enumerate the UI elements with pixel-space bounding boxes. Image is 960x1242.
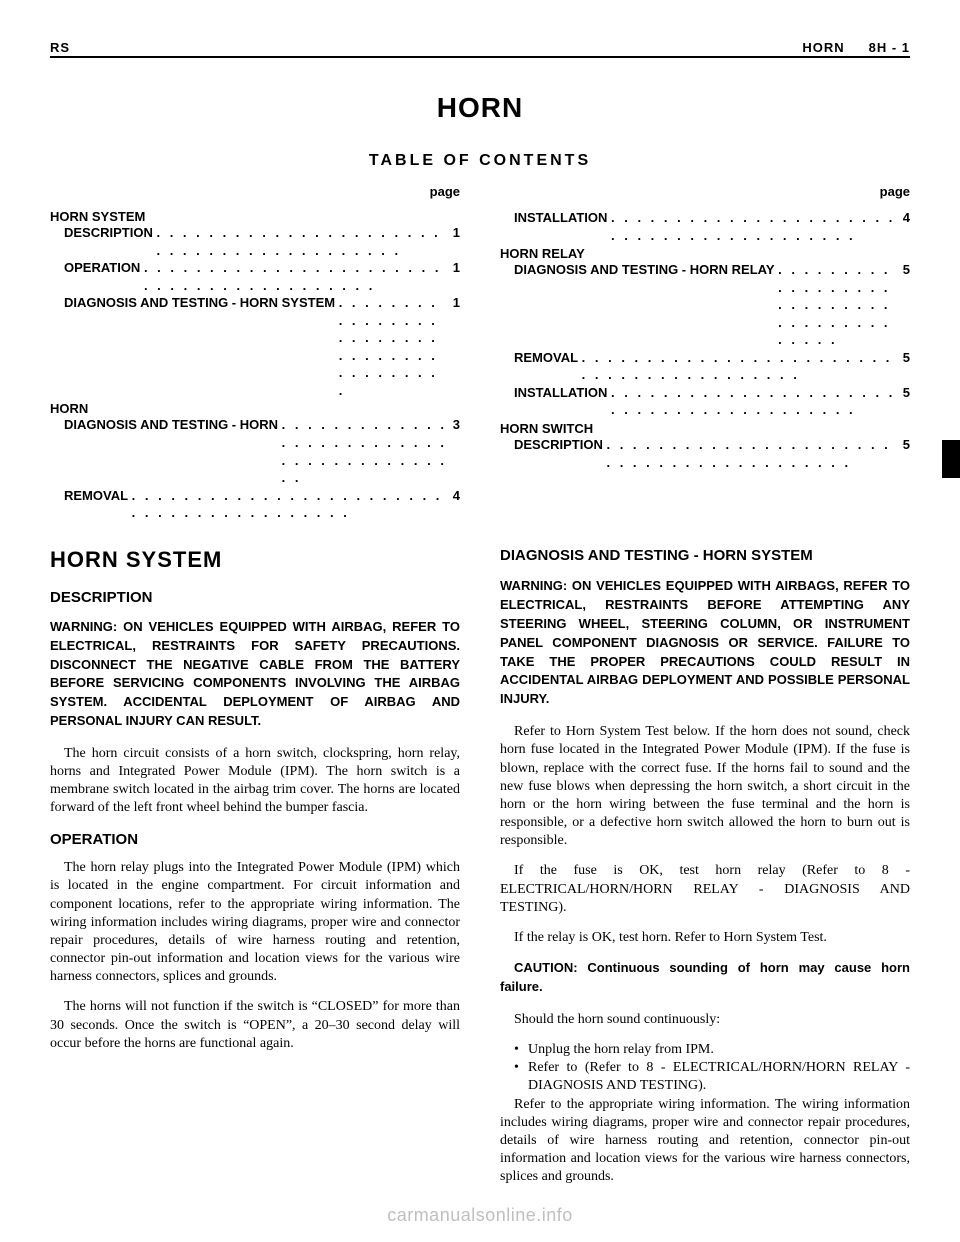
toc-item-page: 5	[901, 436, 910, 471]
toc-item-label: REMOVAL	[64, 487, 132, 522]
bullet-item: Unplug the horn relay from IPM.	[500, 1041, 910, 1059]
toc-page-label: page	[500, 184, 910, 199]
warning-text: WARNING: ON VEHICLES EQUIPPED WITH AIRBA…	[500, 577, 910, 709]
toc-item: DIAGNOSIS AND TESTING - HORN SYSTEM 1	[64, 294, 460, 399]
toc-item-label: DESCRIPTION	[64, 224, 156, 259]
toc-item-label: INSTALLATION	[514, 209, 611, 244]
body-paragraph: Refer to the appropriate wiring informat…	[500, 1096, 910, 1187]
toc-item: DESCRIPTION 1	[64, 224, 460, 259]
toc-dots	[339, 294, 451, 399]
subsection-heading: DIAGNOSIS AND TESTING - HORN SYSTEM	[500, 546, 910, 566]
toc-item-page: 5	[901, 261, 910, 349]
toc-item-label: OPERATION	[64, 259, 144, 294]
subsection-heading: OPERATION	[50, 830, 460, 850]
toc-item-page: 4	[901, 209, 910, 244]
body-paragraph: If the fuse is OK, test horn relay (Refe…	[500, 862, 910, 917]
warning-text: WARNING: ON VEHICLES EQUIPPED WITH AIRBA…	[50, 618, 460, 731]
toc-dots	[132, 487, 451, 522]
toc-item: DIAGNOSIS AND TESTING - HORN 3	[64, 416, 460, 486]
page-header: RS HORN 8H - 1	[50, 40, 910, 55]
toc-item-page: 1	[451, 259, 460, 294]
toc-section: HORN SYSTEM	[50, 209, 460, 224]
header-left: RS	[50, 40, 70, 55]
toc-page-label: page	[50, 184, 460, 199]
toc-item: OPERATION 1	[64, 259, 460, 294]
body-column-left: HORN SYSTEM DESCRIPTION WARNING: ON VEHI…	[50, 546, 460, 1199]
toc-item-page: 5	[901, 384, 910, 419]
toc-item-page: 3	[451, 416, 460, 486]
toc-item-page: 1	[451, 294, 460, 399]
toc-dots	[778, 261, 901, 349]
footer-watermark: carmanualsonline.info	[0, 1205, 960, 1226]
toc-column-left: page HORN SYSTEMDESCRIPTION 1OPERATION 1…	[50, 184, 460, 522]
section-heading: HORN SYSTEM	[50, 546, 460, 575]
header-page: 8H - 1	[869, 40, 910, 55]
toc-item-label: DESCRIPTION	[514, 436, 606, 471]
toc-item-label: INSTALLATION	[514, 384, 611, 419]
caution-text: CAUTION: Continuous sounding of horn may…	[500, 959, 910, 997]
toc-section: HORN	[50, 401, 460, 416]
toc-dots	[582, 349, 901, 384]
toc-title: TABLE OF CONTENTS	[50, 152, 910, 170]
header-section: HORN	[802, 40, 844, 55]
body-paragraph: The horns will not function if the switc…	[50, 998, 460, 1053]
toc-item: REMOVAL 4	[64, 487, 460, 522]
body-paragraph: Should the horn sound continuously:	[500, 1011, 910, 1029]
toc-dots	[156, 224, 450, 259]
body-paragraph: The horn relay plugs into the Integrated…	[50, 859, 460, 986]
toc-dots	[611, 384, 901, 419]
toc-dots	[611, 209, 901, 244]
toc-item: REMOVAL 5	[514, 349, 910, 384]
toc-dots	[606, 436, 900, 471]
subsection-heading: DESCRIPTION	[50, 588, 460, 608]
toc-item: DESCRIPTION 5	[514, 436, 910, 471]
toc-item-page: 4	[451, 487, 460, 522]
bullet-item: Refer to (Refer to 8 - ELECTRICAL/HORN/H…	[500, 1059, 910, 1095]
body-paragraph: The horn circuit consists of a horn swit…	[50, 745, 460, 818]
toc-dots	[282, 416, 451, 486]
toc-item-label: DIAGNOSIS AND TESTING - HORN	[64, 416, 282, 486]
toc-item: DIAGNOSIS AND TESTING - HORN RELAY 5	[514, 261, 910, 349]
header-rule	[50, 56, 910, 58]
body-paragraph: If the relay is OK, test horn. Refer to …	[500, 929, 910, 947]
toc-item: INSTALLATION 4	[514, 209, 910, 244]
toc-item-label: DIAGNOSIS AND TESTING - HORN SYSTEM	[64, 294, 339, 399]
body-paragraph: Refer to Horn System Test below. If the …	[500, 723, 910, 850]
toc-column-right: page INSTALLATION 4 HORN RELAYDIAGNOSIS A…	[500, 184, 910, 522]
toc-dots	[144, 259, 451, 294]
toc-item-label: REMOVAL	[514, 349, 582, 384]
toc-item-page: 5	[901, 349, 910, 384]
page-title: HORN	[50, 92, 910, 124]
table-of-contents: page HORN SYSTEMDESCRIPTION 1OPERATION 1…	[50, 184, 910, 522]
side-tab	[942, 440, 960, 478]
toc-item-label: DIAGNOSIS AND TESTING - HORN RELAY	[514, 261, 778, 349]
body-column-right: DIAGNOSIS AND TESTING - HORN SYSTEM WARN…	[500, 546, 910, 1199]
toc-item-page: 1	[451, 224, 460, 259]
toc-item: INSTALLATION 5	[514, 384, 910, 419]
toc-section: HORN RELAY	[500, 246, 910, 261]
toc-section: HORN SWITCH	[500, 421, 910, 436]
